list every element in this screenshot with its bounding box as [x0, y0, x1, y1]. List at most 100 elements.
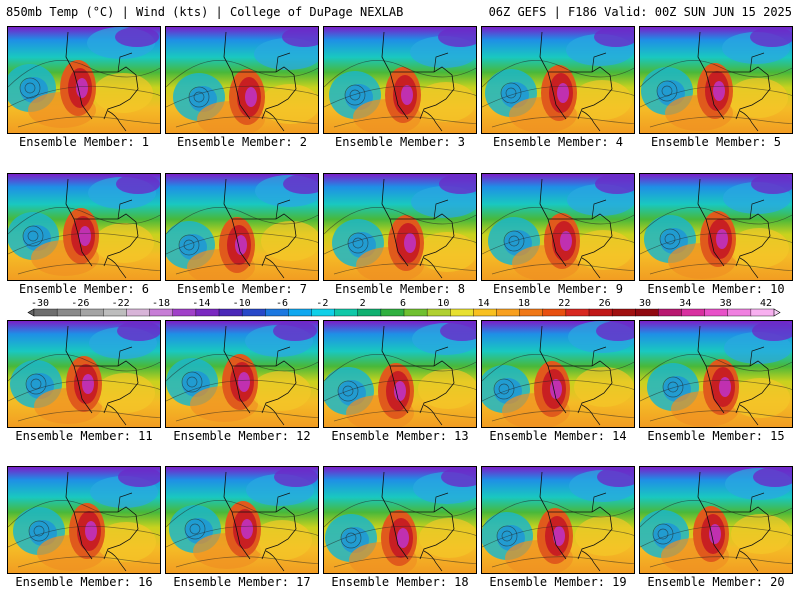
ensemble-panel: Ensemble Member: 15 [639, 320, 793, 444]
colorbar-tick-label: 26 [599, 298, 611, 309]
ensemble-member-label: Ensemble Member: 16 [15, 575, 153, 589]
ensemble-member-label: Ensemble Member: 1 [18, 135, 150, 149]
model-run-info: 06Z GEFS | F186 Valid: 00Z SUN JUN 15 20… [488, 5, 792, 19]
colorbar-swatch [426, 308, 451, 317]
colorbar-swatch [288, 308, 312, 317]
colorbar-swatch [496, 308, 521, 317]
ensemble-member-label: Ensemble Member: 18 [331, 575, 469, 589]
colorbar-swatch [80, 308, 104, 317]
temperature-map-graphic [482, 321, 634, 427]
ensemble-map [7, 320, 161, 428]
ensemble-panel: Ensemble Member: 9 [481, 173, 635, 297]
colorbar-tick-label: -2 [316, 298, 328, 309]
colorbar-tick-label: -6 [276, 298, 288, 309]
colorbar-swatch [635, 308, 659, 317]
ensemble-member-label: Ensemble Member: 12 [173, 429, 311, 443]
ensemble-member-label: Ensemble Member: 2 [176, 135, 308, 149]
ensemble-member-label: Ensemble Member: 17 [173, 575, 311, 589]
colorbar-tick-label: -18 [152, 298, 170, 309]
ensemble-panel: Ensemble Member: 14 [481, 320, 635, 444]
ensemble-map [481, 320, 635, 428]
colorbar-swatch [611, 308, 636, 317]
ensemble-member-label: Ensemble Member: 3 [334, 135, 466, 149]
ensemble-panel: Ensemble Member: 6 [7, 173, 161, 297]
colorbar-tick-label: 10 [437, 298, 449, 309]
colorbar-swatch [195, 308, 220, 317]
ensemble-map [639, 320, 793, 428]
colorbar-swatch [727, 308, 752, 317]
ensemble-member-label: Ensemble Member: 11 [15, 429, 153, 443]
colorbar-swatch [403, 308, 428, 317]
temperature-map-graphic [8, 174, 160, 280]
ensemble-panel: Ensemble Member: 11 [7, 320, 161, 444]
ensemble-panel: Ensemble Member: 1 [7, 26, 161, 150]
ensemble-panel: Ensemble Member: 5 [639, 26, 793, 150]
ensemble-map [481, 466, 635, 574]
colorbar-tick-label: 6 [400, 298, 406, 309]
colorbar-right-arrow [773, 308, 781, 317]
ensemble-member-label: Ensemble Member: 14 [489, 429, 627, 443]
temperature-map-graphic [166, 321, 318, 427]
ensemble-member-label: Ensemble Member: 4 [492, 135, 624, 149]
temperature-map-graphic [482, 467, 634, 573]
temperature-map-graphic [8, 321, 160, 427]
colorbar-swatch [588, 308, 613, 317]
colorbar-tick-label: 30 [639, 298, 651, 309]
colorbar-swatch [704, 308, 729, 317]
ensemble-member-label: Ensemble Member: 6 [18, 282, 150, 296]
ensemble-panel: Ensemble Member: 3 [323, 26, 477, 150]
colorbar-swatch [658, 308, 682, 317]
colorbar-swatch [681, 308, 706, 317]
ensemble-panel: Ensemble Member: 4 [481, 26, 635, 150]
colorbar-swatch [311, 308, 336, 317]
temperature-map-graphic [482, 27, 634, 133]
colorbar-graphic: -30 -26 -22 -18 -14 -10 -6 -2 2 6 10 14 18 22 26 30 34 38… [27, 298, 781, 317]
colorbar-swatch [103, 308, 127, 317]
ensemble-panel: Ensemble Member: 7 [165, 173, 319, 297]
ensemble-map [639, 466, 793, 574]
colorbar-swatch [380, 308, 405, 317]
colorbar-swatch [357, 308, 382, 317]
colorbar-tick-label: 38 [720, 298, 732, 309]
ensemble-panel: Ensemble Member: 19 [481, 466, 635, 590]
ensemble-map [639, 173, 793, 281]
temperature-map-graphic [324, 174, 476, 280]
colorbar-swatch [149, 308, 174, 317]
temperature-map-graphic [482, 174, 634, 280]
temperature-map-graphic [166, 27, 318, 133]
ensemble-member-label: Ensemble Member: 19 [489, 575, 627, 589]
ensemble-map [165, 173, 319, 281]
header: 850mb Temp (°C) | Wind (kts) | College o… [0, 0, 800, 24]
temperature-map-graphic [640, 27, 792, 133]
ensemble-panel: Ensemble Member: 10 [639, 173, 793, 297]
ensemble-map [323, 466, 477, 574]
colorbar-swatch [473, 308, 497, 317]
ensemble-map [165, 466, 319, 574]
ensemble-map [323, 26, 477, 134]
colorbar-swatch [519, 308, 544, 317]
ensemble-member-label: Ensemble Member: 10 [647, 282, 785, 296]
colorbar-left-arrow [27, 308, 35, 317]
colorbar-tick-label: -26 [71, 298, 89, 309]
colorbar-tick-label: 2 [360, 298, 366, 309]
ensemble-member-label: Ensemble Member: 20 [647, 575, 785, 589]
ensemble-panel: Ensemble Member: 17 [165, 466, 319, 590]
ensemble-map [165, 320, 319, 428]
colorbar-tick-label: 22 [558, 298, 570, 309]
colorbar-swatch [56, 308, 81, 317]
colorbar-tick-label: 34 [679, 298, 691, 309]
ensemble-panel: Ensemble Member: 13 [323, 320, 477, 444]
temperature-map-graphic [640, 174, 792, 280]
ensemble-map [165, 26, 319, 134]
ensemble-panel: Ensemble Member: 16 [7, 466, 161, 590]
temperature-map-graphic [324, 27, 476, 133]
ensemble-map [7, 466, 161, 574]
colorbar-swatch [334, 308, 359, 317]
colorbar-tick-label: -30 [31, 298, 49, 309]
colorbar-tick-label: -22 [112, 298, 130, 309]
colorbar-tick-label: 42 [760, 298, 772, 309]
temperature-map-graphic [640, 321, 792, 427]
colorbar-swatch [126, 308, 151, 317]
colorbar-swatch [241, 308, 266, 317]
